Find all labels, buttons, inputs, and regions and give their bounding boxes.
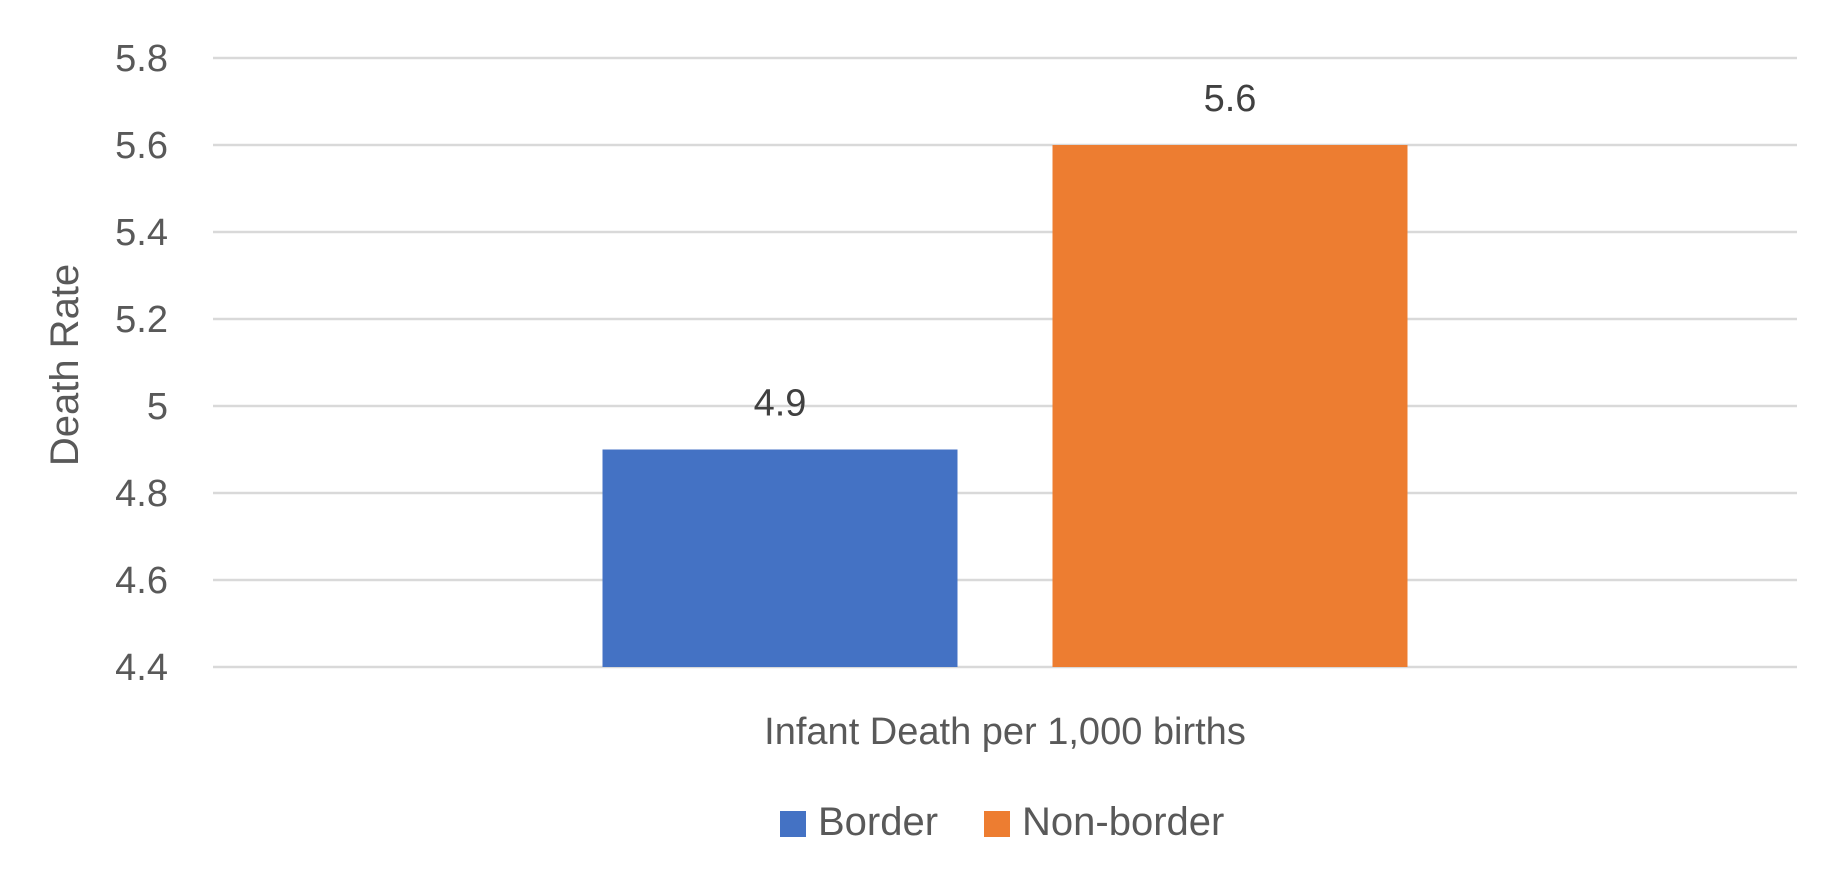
bar-non-border bbox=[1052, 145, 1408, 667]
y-tick-label: 4.8 bbox=[115, 473, 168, 515]
legend-swatch bbox=[780, 811, 806, 837]
legend: Border Non-border bbox=[780, 800, 1224, 844]
y-tick-label: 5 bbox=[147, 386, 168, 428]
y-tick-label: 5.2 bbox=[115, 299, 168, 341]
legend-item: Non-border bbox=[984, 800, 1224, 844]
gridlines bbox=[213, 56, 1797, 669]
bar-border bbox=[602, 449, 958, 667]
legend-item: Border bbox=[780, 800, 938, 844]
y-axis-tick-labels: 4.4 4.6 4.8 5 5.2 5.4 5.6 5.8 bbox=[115, 38, 168, 689]
x-axis-category-labels: Infant Death per 1,000 births bbox=[764, 711, 1246, 753]
y-tick-label: 5.6 bbox=[115, 125, 168, 167]
y-axis-title: Death Rate bbox=[43, 264, 87, 466]
legend-label: Non-border bbox=[1022, 800, 1224, 844]
y-tick-label: 4.4 bbox=[115, 647, 168, 689]
data-label: 4.9 bbox=[754, 383, 807, 425]
y-tick-label: 4.6 bbox=[115, 560, 168, 602]
x-category-label: Infant Death per 1,000 births bbox=[764, 711, 1246, 753]
bars bbox=[602, 145, 1408, 667]
legend-swatch bbox=[984, 811, 1010, 837]
y-tick-label: 5.8 bbox=[115, 38, 168, 80]
legend-label: Border bbox=[818, 800, 938, 844]
data-label: 5.6 bbox=[1204, 78, 1257, 120]
data-labels: 4.9 5.6 bbox=[754, 78, 1257, 425]
y-tick-label: 5.4 bbox=[115, 212, 168, 254]
